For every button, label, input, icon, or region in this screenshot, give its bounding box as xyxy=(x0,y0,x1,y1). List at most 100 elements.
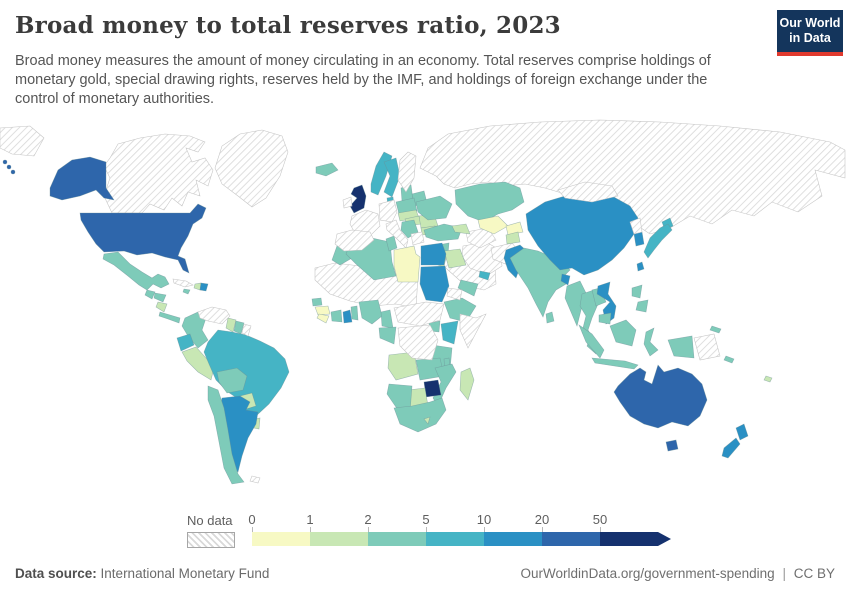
region-usa-hawaii[interactable] xyxy=(10,169,16,175)
region-mongolia[interactable] xyxy=(557,181,619,203)
region-iberia[interactable] xyxy=(334,229,375,252)
region-new-zealand-north[interactable] xyxy=(735,423,749,441)
region-papua-new-guinea[interactable] xyxy=(693,333,721,361)
region-somalia[interactable] xyxy=(459,313,487,349)
region-russia-chukotka[interactable] xyxy=(0,125,45,157)
region-australia[interactable] xyxy=(613,364,708,429)
legend-bin-2-5[interactable] xyxy=(368,532,426,546)
region-greenland[interactable] xyxy=(214,129,289,208)
region-malaysia-borneo[interactable] xyxy=(609,319,637,347)
region-sudan[interactable] xyxy=(419,265,450,303)
region-usa-hawaii[interactable] xyxy=(2,159,8,165)
region-guinea[interactable] xyxy=(314,305,331,316)
region-costa-rica-panama[interactable] xyxy=(158,311,181,324)
region-uae[interactable] xyxy=(478,270,491,281)
region-cameroon[interactable] xyxy=(380,309,394,329)
region-libya[interactable] xyxy=(393,245,421,283)
region-tunisia[interactable] xyxy=(385,235,398,252)
region-madagascar[interactable] xyxy=(459,367,475,401)
legend-bin-0-1[interactable] xyxy=(252,532,310,546)
region-chile[interactable] xyxy=(207,385,245,485)
region-cambodia[interactable] xyxy=(598,312,612,325)
region-italy[interactable] xyxy=(385,219,409,249)
region-kyrgyzstan[interactable] xyxy=(505,221,524,236)
region-canada[interactable] xyxy=(103,133,214,214)
region-philippines-mindanao[interactable] xyxy=(635,299,649,313)
region-australia-tasmania[interactable] xyxy=(665,439,679,452)
region-new-zealand-south[interactable] xyxy=(721,437,741,459)
region-kazakhstan[interactable] xyxy=(454,181,525,223)
region-indonesia-sulawesi[interactable] xyxy=(643,327,659,357)
legend-bin-50+[interactable] xyxy=(600,532,658,546)
no-data-swatch[interactable] xyxy=(187,532,235,548)
region-ghana[interactable] xyxy=(342,309,353,324)
region-indonesia-sumatra[interactable] xyxy=(578,324,605,359)
region-iraq[interactable] xyxy=(443,248,467,269)
legend-bin-10-20[interactable] xyxy=(484,532,542,546)
region-nicaragua[interactable] xyxy=(155,301,168,313)
region-honduras[interactable] xyxy=(153,292,167,303)
region-russia[interactable] xyxy=(419,119,846,235)
region-ivory-coast[interactable] xyxy=(330,309,343,323)
owid-logo[interactable]: Our World in Data xyxy=(777,10,843,56)
region-zimbabwe[interactable] xyxy=(423,379,442,398)
region-united-kingdom[interactable] xyxy=(349,184,367,214)
region-gabon-congo[interactable] xyxy=(378,326,397,345)
region-germany-central-europe[interactable] xyxy=(378,199,398,223)
region-new-caledonia[interactable] xyxy=(723,355,735,364)
region-cuba[interactable] xyxy=(172,278,194,288)
region-south-africa[interactable] xyxy=(393,397,447,433)
region-greece[interactable] xyxy=(410,231,425,246)
license-badge[interactable]: CC BY xyxy=(793,566,835,581)
region-myanmar[interactable] xyxy=(564,280,587,327)
region-ukraine[interactable] xyxy=(415,195,453,221)
region-togo-benin[interactable] xyxy=(350,305,359,321)
region-usa[interactable] xyxy=(79,203,207,274)
region-south-korea[interactable] xyxy=(633,231,645,247)
region-ecuador[interactable] xyxy=(176,333,195,352)
region-lesotho[interactable] xyxy=(423,416,431,425)
region-laos[interactable] xyxy=(591,287,607,307)
region-yemen[interactable] xyxy=(457,279,479,297)
region-usa-hawaii[interactable] xyxy=(6,164,12,170)
region-bangladesh[interactable] xyxy=(560,273,571,286)
region-philippines-luzon[interactable] xyxy=(631,284,643,299)
region-poland[interactable] xyxy=(395,197,418,215)
region-indonesia-java[interactable] xyxy=(591,357,639,370)
region-falkland-islands[interactable] xyxy=(249,475,261,484)
region-tajikistan[interactable] xyxy=(505,231,521,245)
region-solomon-islands[interactable] xyxy=(709,325,722,334)
region-peru[interactable] xyxy=(181,346,215,381)
region-fiji[interactable] xyxy=(763,375,773,383)
region-drc[interactable] xyxy=(397,324,439,361)
region-jamaica[interactable] xyxy=(182,288,191,295)
region-usa-alaska[interactable] xyxy=(49,156,115,201)
region-sri-lanka[interactable] xyxy=(545,311,555,324)
owid-url[interactable]: OurWorldinData.org/government-spending xyxy=(520,566,775,581)
region-uzbekistan[interactable] xyxy=(477,215,509,235)
region-egypt[interactable] xyxy=(420,242,447,266)
region-guatemala[interactable] xyxy=(144,289,156,300)
legend-bin-1-2[interactable] xyxy=(310,532,368,546)
region-bolivia[interactable] xyxy=(216,367,248,394)
region-caucasus[interactable] xyxy=(451,223,471,235)
region-kenya[interactable] xyxy=(440,320,459,345)
region-turkey[interactable] xyxy=(423,223,463,242)
region-french-guiana[interactable] xyxy=(241,323,252,337)
region-dominican-republic[interactable] xyxy=(199,282,209,292)
legend-bin-20-50[interactable] xyxy=(542,532,600,546)
legend-bin-5-10[interactable] xyxy=(426,532,484,546)
region-nigeria[interactable] xyxy=(358,299,383,325)
region-eritrea[interactable] xyxy=(446,287,463,301)
region-central-africa[interactable] xyxy=(393,301,445,327)
region-indonesia-papua[interactable] xyxy=(667,335,695,359)
region-taiwan[interactable] xyxy=(636,261,645,272)
region-north-korea[interactable] xyxy=(629,217,643,235)
region-sierra-leone-liberia[interactable] xyxy=(316,313,330,324)
region-iceland[interactable] xyxy=(315,162,339,177)
region-france[interactable] xyxy=(349,209,381,236)
region-mexico[interactable] xyxy=(102,251,170,291)
region-sweden[interactable] xyxy=(383,157,401,198)
region-japan[interactable] xyxy=(643,223,673,259)
region-ireland[interactable] xyxy=(342,196,353,209)
